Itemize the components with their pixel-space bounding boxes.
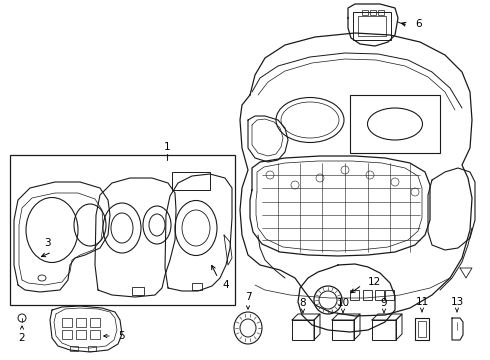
Text: 1: 1 [164,142,171,152]
Bar [350,95,440,153]
Text: 9: 9 [381,298,387,308]
Bar [370,10,376,15]
Bar [332,320,354,340]
Bar [88,346,96,351]
Bar [76,330,86,339]
Bar [358,16,386,36]
Bar [353,12,391,40]
Bar [292,320,314,340]
Text: 13: 13 [450,297,464,307]
Text: 2: 2 [19,333,25,343]
Bar [192,283,202,290]
Bar [372,320,396,340]
Text: 6: 6 [415,19,421,29]
Bar [375,290,384,300]
Bar [132,287,144,295]
Text: 12: 12 [368,277,381,287]
Bar [62,330,72,339]
Bar [363,290,372,300]
Text: 10: 10 [337,298,349,308]
Bar [415,318,429,340]
Text: 11: 11 [416,297,429,307]
Bar [362,10,368,15]
Bar [76,318,86,327]
Text: 4: 4 [222,280,229,290]
Bar [62,318,72,327]
Text: 7: 7 [245,292,251,302]
Bar [385,290,394,300]
Bar [172,172,210,190]
Text: 3: 3 [44,238,50,248]
Bar [90,330,100,339]
Bar [378,10,384,15]
Bar [350,290,359,300]
Text: 5: 5 [118,331,124,341]
Bar [90,318,100,327]
Bar [70,346,78,351]
Bar [10,155,235,305]
Bar [418,321,426,337]
Text: 8: 8 [300,298,306,308]
